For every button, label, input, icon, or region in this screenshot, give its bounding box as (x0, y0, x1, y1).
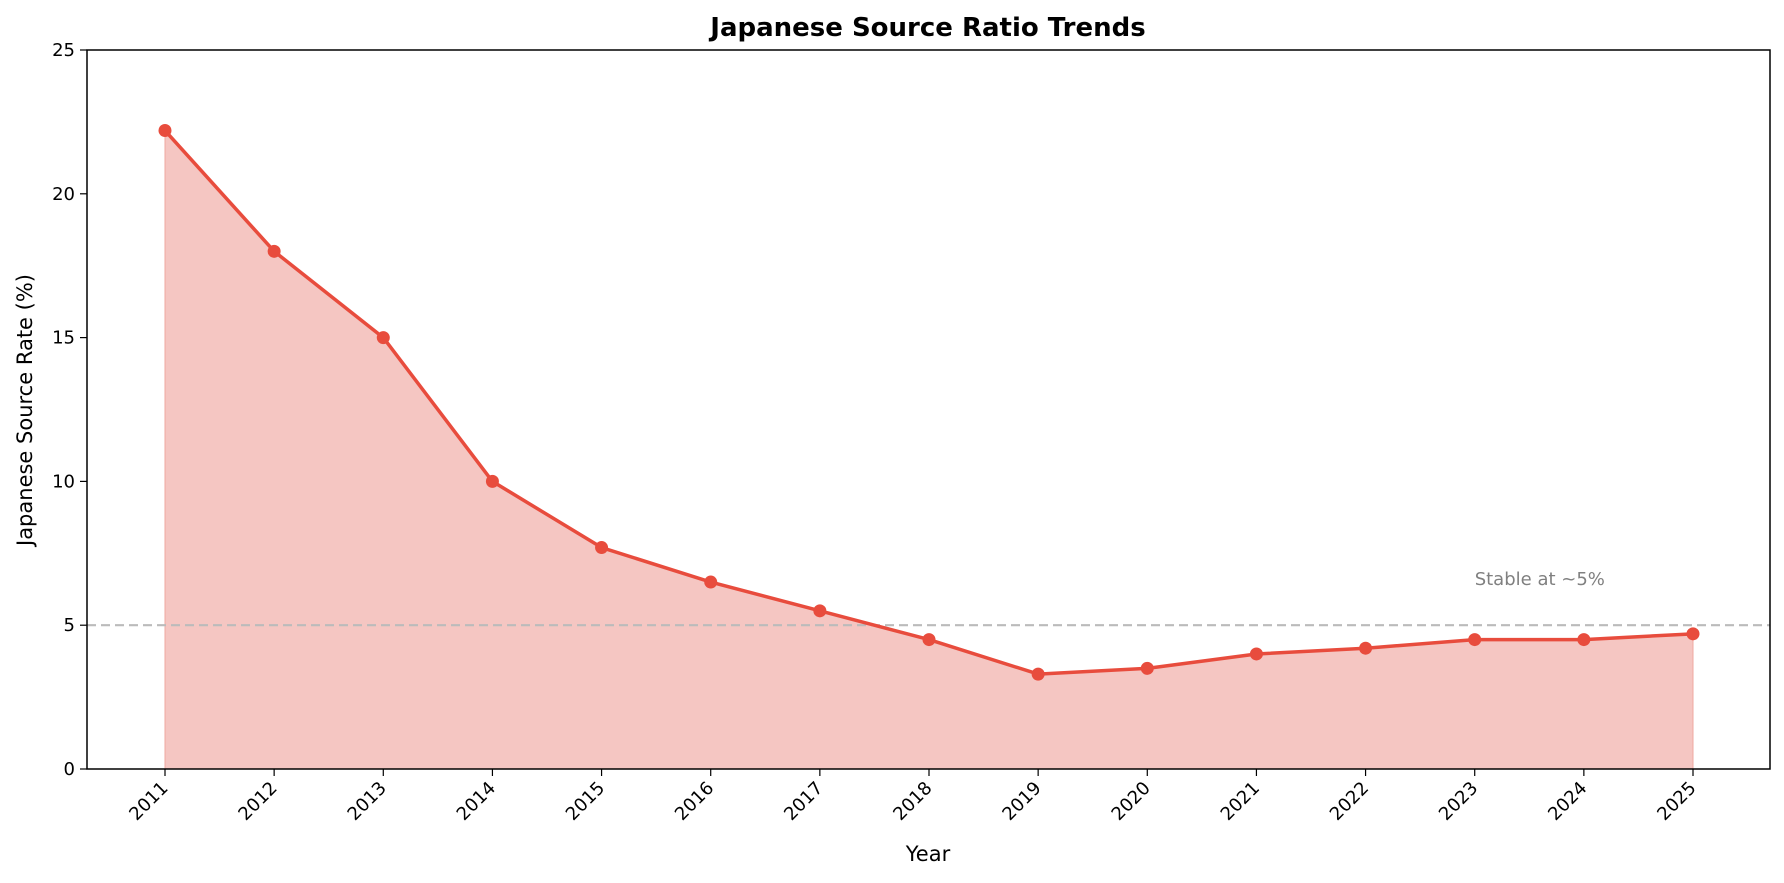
y-tick-label: 0 (64, 759, 75, 780)
data-point-2023 (1468, 633, 1482, 647)
data-point-2015 (595, 541, 609, 555)
y-tick-label: 20 (52, 184, 75, 205)
data-point-2022 (1359, 641, 1373, 655)
y-axis-title: Japanese Source Rate (%) (13, 274, 37, 548)
data-point-2019 (1031, 667, 1045, 681)
data-point-2017 (813, 604, 827, 618)
data-point-2025 (1686, 627, 1700, 641)
data-point-2018 (922, 633, 936, 647)
data-point-2021 (1249, 647, 1263, 661)
y-tick-label: 15 (52, 328, 75, 349)
x-axis-title: Year (905, 842, 951, 866)
data-point-2020 (1140, 661, 1154, 675)
annotation-label: Stable at ~5% (1475, 569, 1605, 590)
y-tick-label: 5 (64, 615, 75, 636)
data-point-2012 (267, 244, 281, 258)
data-point-2013 (376, 331, 390, 345)
data-point-2016 (704, 575, 718, 589)
y-tick-label: 25 (52, 40, 75, 61)
data-point-2011 (158, 124, 172, 138)
data-point-2014 (485, 474, 499, 488)
y-tick-label: 10 (52, 471, 75, 492)
data-point-2024 (1577, 633, 1591, 647)
chart-title: Japanese Source Ratio Trends (708, 13, 1145, 43)
